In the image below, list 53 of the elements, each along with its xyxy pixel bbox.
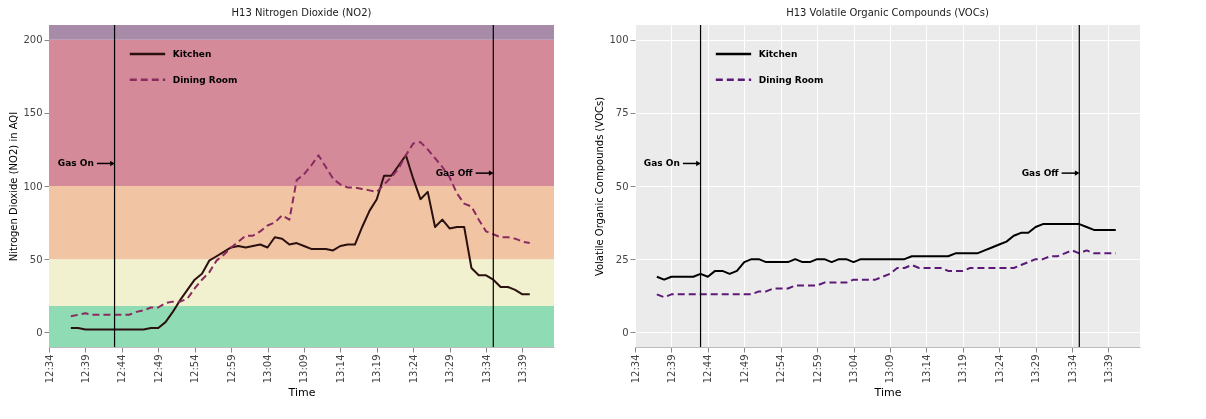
x-tick-label: 13:09: [884, 354, 896, 384]
x-tick-label: 12:54: [775, 354, 787, 384]
y-tick-label: 25: [615, 253, 629, 265]
x-tick-label: 12:54: [189, 354, 201, 384]
x-tick-label: 12:34: [43, 354, 55, 384]
chart-title: H13 Volatile Organic Compounds (VOCs): [786, 7, 989, 19]
x-tick-label: 12:49: [738, 354, 750, 384]
x-tick-label: 13:29: [444, 354, 456, 384]
x-tick-label: 12:59: [811, 354, 823, 384]
legend-label: Dining Room: [758, 74, 824, 85]
x-tick-label: 12:49: [152, 354, 164, 384]
x-tick-label: 13:39: [1102, 354, 1114, 384]
ref-line-label: Gas On: [643, 158, 680, 169]
y-tick-label: 200: [23, 34, 43, 46]
x-tick-label: 13:19: [957, 354, 969, 384]
ref-line-label: Gas Off: [435, 168, 474, 179]
legend-label: Dining Room: [172, 74, 238, 85]
x-tick-label: 12:39: [79, 354, 91, 384]
y-tick-label: 100: [23, 180, 43, 192]
x-tick-label: 13:09: [298, 354, 310, 384]
y-axis-title: Volatile Organic Compounds (VOCs): [594, 96, 606, 277]
x-tick-label: 12:59: [225, 354, 237, 384]
x-tick-label: 13:24: [407, 354, 419, 384]
x-axis-title: Time: [873, 386, 902, 400]
y-tick-label: 100: [609, 34, 629, 46]
x-tick-label: 13:14: [334, 354, 346, 384]
ref-line-label: Gas On: [57, 158, 94, 169]
y-axis-title: Nitrogen Dioxide (NO2) in AQI: [8, 111, 20, 262]
x-tick-label: 13:04: [848, 354, 860, 384]
y-tick-label: 0: [622, 326, 629, 338]
x-axis-title: Time: [287, 386, 316, 400]
y-tick-label: 50: [615, 180, 629, 192]
y-tick-label: 150: [23, 107, 43, 119]
x-tick-label: 12:34: [629, 354, 641, 384]
x-tick-label: 13:04: [262, 354, 274, 384]
line-series: [655, 249, 1117, 299]
y-tick-label: 0: [36, 326, 43, 338]
y-tick-label: 75: [615, 107, 629, 119]
x-tick-label: 12:44: [702, 354, 714, 384]
x-tick-label: 12:44: [116, 354, 128, 384]
x-tick-label: 13:19: [371, 354, 383, 384]
x-tick-label: 13:29: [1030, 354, 1042, 384]
x-tick-label: 13:24: [993, 354, 1005, 384]
y-tick-label: 50: [29, 253, 43, 265]
chart-title: H13 Nitrogen Dioxide (NO2): [231, 7, 372, 19]
x-tick-label: 13:14: [920, 354, 932, 384]
ref-line-label: Gas Off: [1021, 168, 1060, 179]
x-tick-label: 13:34: [480, 354, 492, 384]
x-tick-label: 13:34: [1066, 354, 1078, 384]
x-tick-label: 13:39: [516, 354, 528, 384]
legend-label: Kitchen: [758, 48, 798, 59]
x-tick-label: 12:39: [665, 354, 677, 384]
legend-label: Kitchen: [172, 48, 212, 59]
